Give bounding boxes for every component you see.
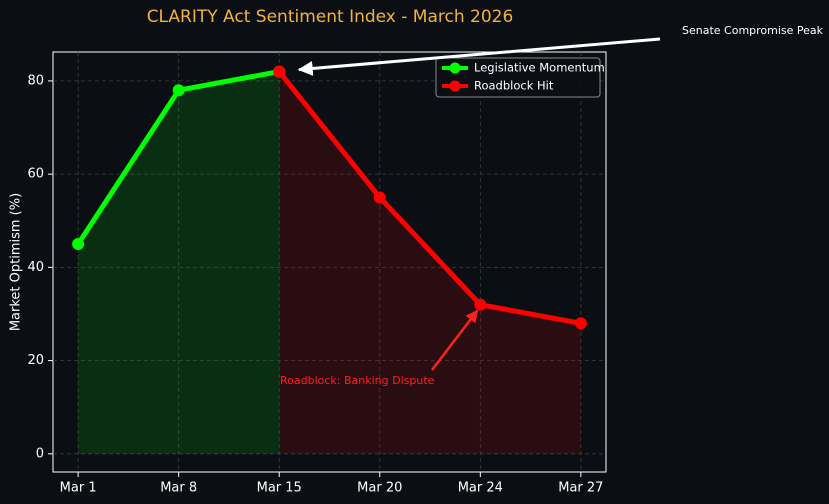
annotation-arrow: [431, 309, 479, 371]
marker: [474, 298, 487, 311]
annotation-arrow: [297, 37, 661, 76]
x-tick-label: Mar 27: [558, 481, 603, 496]
y-tick-label: 20: [27, 353, 44, 368]
plot-area: [52, 51, 607, 473]
chart-title: CLARITY Act Sentiment Index - March 2026: [147, 7, 514, 27]
y-tick-label: 60: [27, 167, 44, 182]
annotation-text: Roadblock: Banking Dispute: [280, 374, 435, 387]
x-tick-label: Mar 8: [160, 481, 197, 496]
marker: [273, 65, 286, 78]
legend-box: [435, 57, 601, 98]
marker: [72, 238, 85, 251]
legend-marker: [449, 80, 461, 92]
y-tick-label: 40: [27, 260, 44, 275]
area-fill: [78, 71, 280, 454]
y-tick-label: 80: [27, 73, 44, 88]
marker: [574, 317, 587, 330]
marker: [172, 84, 185, 97]
annotation-text: Senate Compromise Peak: [682, 24, 824, 37]
x-tick-label: Mar 15: [257, 481, 302, 496]
y-tick-label: 0: [36, 446, 44, 461]
legend-label: Legislative Momentum: [474, 61, 605, 75]
marker: [373, 191, 386, 204]
legend-marker: [449, 62, 461, 74]
x-tick-label: Mar 1: [60, 481, 97, 496]
x-tick-label: Mar 20: [357, 481, 402, 496]
legend-label: Roadblock Hit: [474, 79, 554, 93]
legend: Legislative Momentum Roadblock Hit: [435, 57, 605, 98]
y-axis-label: Market Optimism (%): [9, 193, 24, 331]
line: [277, 70, 582, 326]
x-tick-label: Mar 24: [458, 481, 503, 496]
